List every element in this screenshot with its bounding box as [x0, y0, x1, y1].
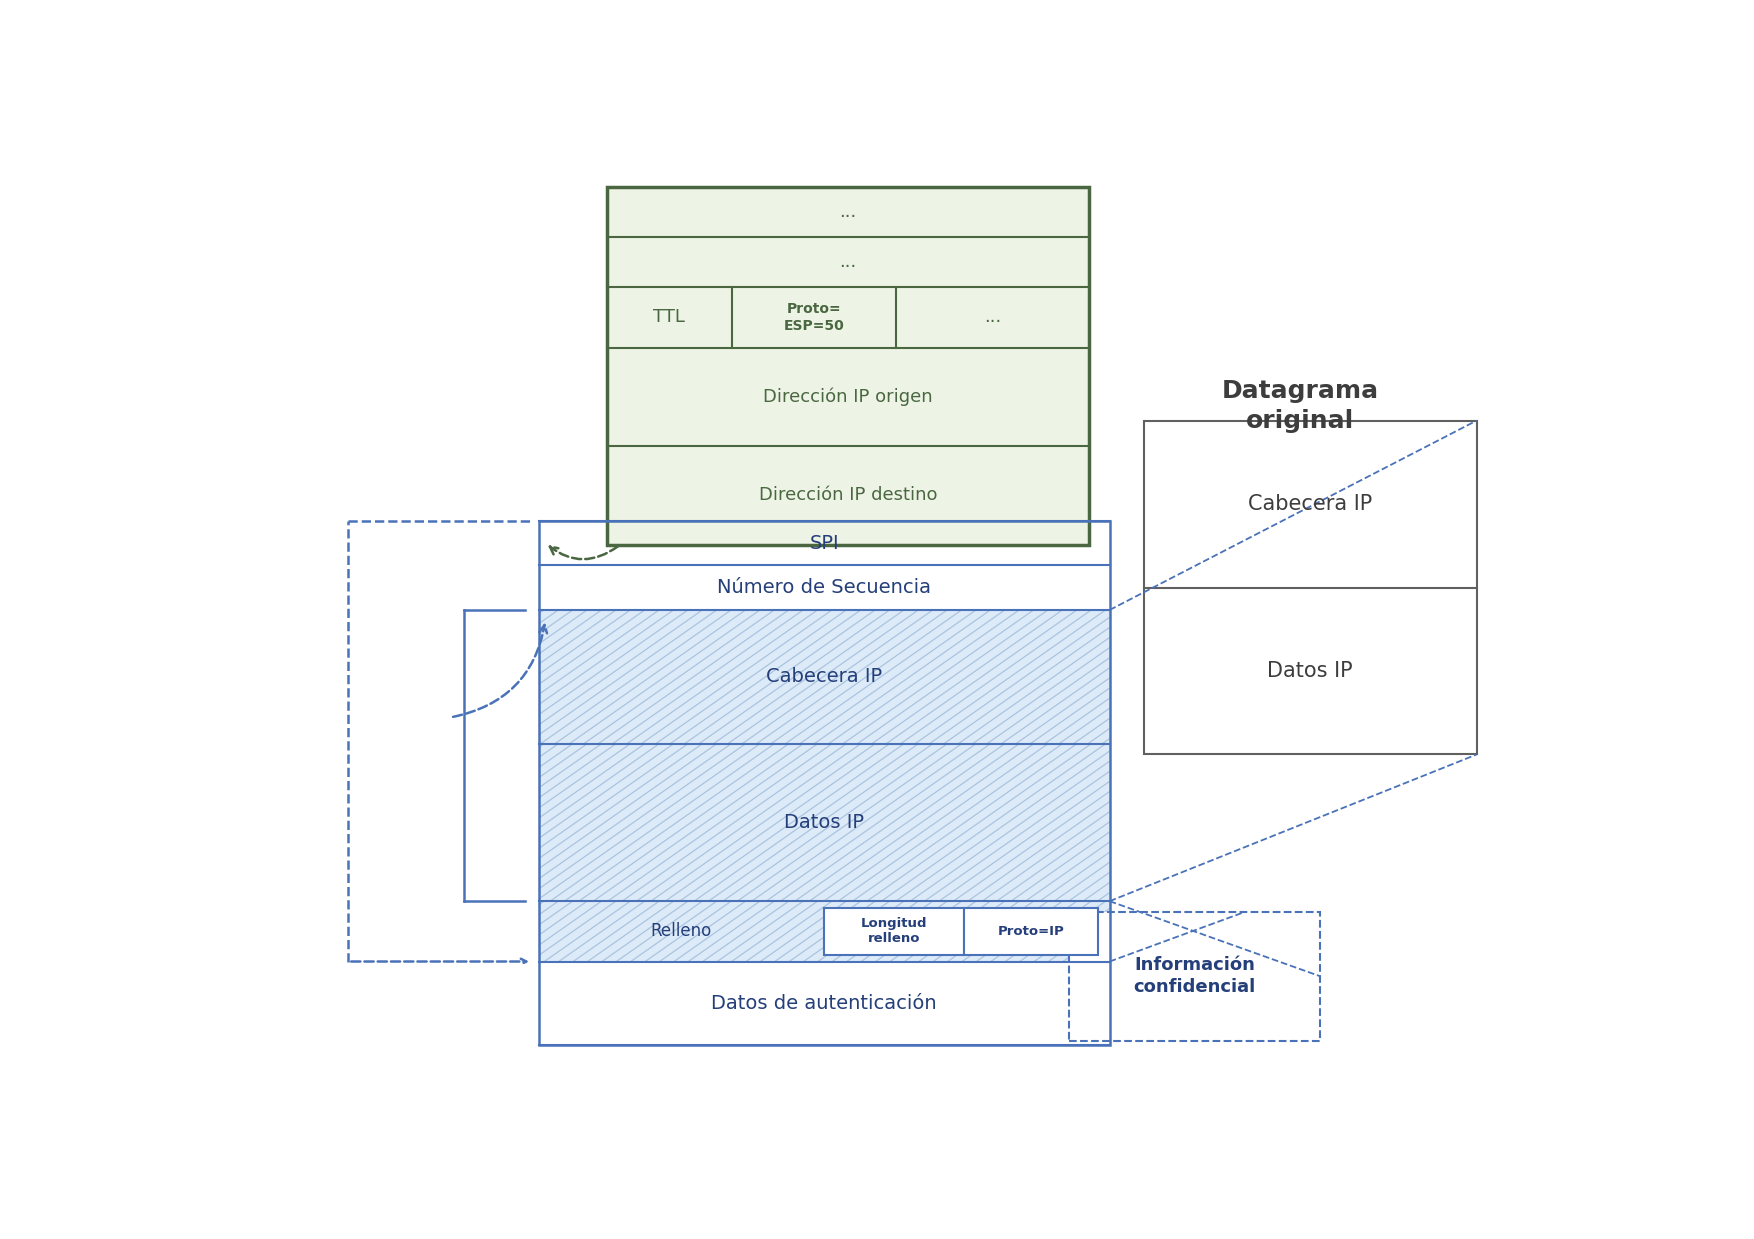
Text: Datos IP: Datos IP [1268, 662, 1352, 681]
Bar [538, 901, 1110, 961]
Text: ...: ... [840, 203, 856, 221]
Text: Cabecera IP: Cabecera IP [1249, 494, 1372, 514]
Text: Número de Secuencia: Número de Secuencia [717, 579, 931, 597]
Bar [965, 908, 1098, 955]
FancyArrowPatch shape [453, 624, 547, 717]
Bar [538, 520, 1110, 565]
Bar [538, 743, 1110, 901]
Text: TTL: TTL [654, 309, 686, 326]
Text: Proto=IP: Proto=IP [998, 924, 1065, 938]
Text: Relleno: Relleno [651, 922, 712, 940]
Text: Datagrama
original: Datagrama original [1221, 379, 1379, 434]
Text: Cabecera IP: Cabecera IP [766, 668, 882, 686]
Bar [538, 520, 1110, 1046]
Bar [1144, 420, 1477, 755]
Text: Datos de autenticación: Datos de autenticación [712, 994, 937, 1014]
Bar [1068, 912, 1321, 1041]
Text: Proto=
ESP=50: Proto= ESP=50 [784, 302, 844, 332]
Bar [538, 961, 1110, 1046]
Text: SPI: SPI [809, 534, 838, 553]
Text: Longitud
relleno: Longitud relleno [861, 917, 928, 945]
Text: Dirección IP origen: Dirección IP origen [763, 388, 933, 406]
Bar [824, 908, 965, 955]
Text: ...: ... [840, 253, 856, 271]
Text: Dirección IP destino: Dirección IP destino [759, 487, 937, 504]
Bar [538, 565, 1110, 610]
Bar [538, 610, 1110, 743]
Text: Datos IP: Datos IP [784, 813, 865, 831]
Text: ...: ... [984, 309, 1002, 326]
Bar [607, 187, 1089, 545]
Text: Información
confidencial: Información confidencial [1133, 957, 1256, 996]
FancyArrowPatch shape [549, 546, 617, 559]
